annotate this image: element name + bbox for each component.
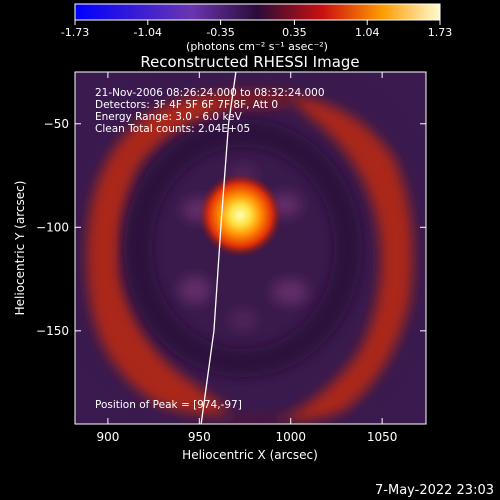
y-tick-label: −150	[36, 324, 69, 338]
x-tick-label: 950	[188, 430, 211, 444]
x-tick-label: 1000	[275, 430, 306, 444]
plot-frame	[74, 71, 427, 425]
peak-source	[198, 173, 283, 258]
colorbar-tick-label: -1.73	[61, 26, 89, 39]
annotation-line: Detectors: 3F 4F 5F 6F 7F 8F, Att 0	[95, 99, 278, 111]
solar-limb-curve	[200, 72, 237, 424]
chart-title: Reconstructed RHESSI Image	[140, 53, 359, 71]
colorbar	[74, 3, 441, 21]
colorbar-ticks: -1.73 -1.04 -0.35 0.35 1.04 1.73	[61, 20, 452, 39]
annotations: 21-Nov-2006 08:26:24.000 to 08:32:24.000…	[95, 87, 325, 135]
x-tick-label: 1050	[367, 430, 398, 444]
colorbar-tick-label: 0.35	[282, 26, 307, 39]
peak-position-label: Position of Peak = [974,-97]	[95, 399, 242, 411]
y-axis: −50 −100 −150	[36, 117, 426, 338]
x-tick-label: 900	[96, 430, 119, 444]
image-area	[75, 72, 426, 424]
annotation-line: Clean Total counts: 2.04E+05	[95, 123, 250, 135]
y-tick-label: −50	[44, 117, 69, 131]
colorbar-units: (photons cm⁻² s⁻¹ asec⁻²)	[186, 40, 328, 53]
annotation-line: 21-Nov-2006 08:26:24.000 to 08:32:24.000	[95, 87, 325, 99]
y-tick-label: −100	[36, 220, 69, 234]
colorbar-tick-label: -0.35	[206, 26, 234, 39]
dark-ring	[124, 119, 362, 377]
colorbar-tick-label: 1.04	[355, 26, 380, 39]
x-axis-label: Heliocentric X (arcsec)	[182, 448, 318, 462]
annotation-line: Energy Range: 3.0 - 6.0 keV	[95, 111, 243, 123]
red-ring	[86, 90, 413, 422]
colorbar-tick-label: -1.04	[134, 26, 162, 39]
y-axis-label: Heliocentric Y (arcsec)	[13, 181, 27, 316]
x-axis: 900 950 1000 1050	[96, 72, 397, 444]
footer-date: 7-May-2022 23:03	[375, 483, 494, 498]
colorbar-tick-label: 1.73	[428, 26, 453, 39]
